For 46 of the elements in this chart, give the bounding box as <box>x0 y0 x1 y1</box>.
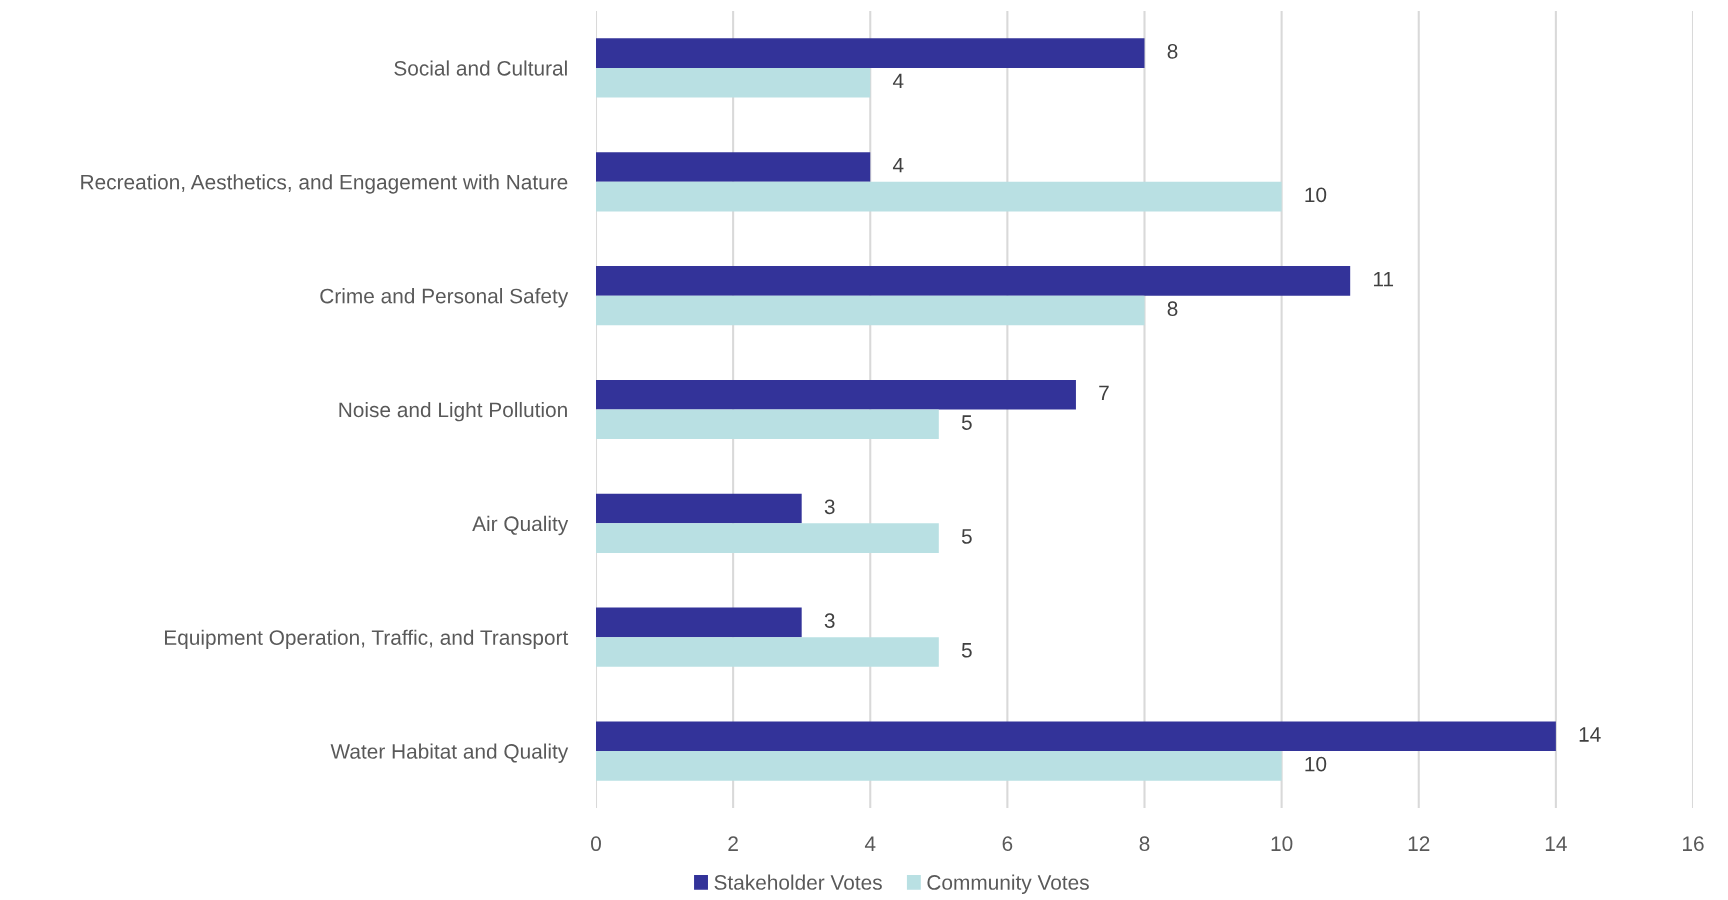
data-label: 5 <box>961 643 972 658</box>
bar <box>596 38 1145 68</box>
data-label: 7 <box>1099 385 1109 401</box>
bar <box>596 751 1282 781</box>
bar <box>596 295 1145 326</box>
bar <box>596 721 1556 752</box>
x-tick-label: 16 <box>1683 836 1704 852</box>
bar <box>596 637 939 667</box>
data-label: 11 <box>1374 271 1394 287</box>
bar <box>596 152 871 182</box>
data-label: 5 <box>961 529 972 544</box>
y-tick-label: Equipment Operation, Traffic, and Transport <box>165 629 569 650</box>
x-tick-label: 0 <box>591 836 601 852</box>
bar <box>596 409 939 440</box>
bar <box>596 67 871 98</box>
y-tick-label: Noise and Light Pollution <box>339 401 567 422</box>
bar <box>596 523 939 553</box>
x-tick-label: 4 <box>864 836 876 851</box>
bar <box>596 493 802 524</box>
y-tick-label: Water Habitat and Quality <box>330 743 569 763</box>
data-label: 8 <box>1167 301 1178 317</box>
data-label: 5 <box>961 415 972 430</box>
data-label: 8 <box>1167 43 1178 59</box>
x-tick-label: 8 <box>1139 836 1150 852</box>
legend-label: Stakeholder Votes <box>714 874 882 890</box>
x-tick-label: 6 <box>1002 836 1013 852</box>
y-tick-label: Air Quality <box>472 515 569 536</box>
data-label: 10 <box>1305 187 1327 203</box>
bar <box>596 607 802 638</box>
x-tick-label: 12 <box>1408 836 1430 851</box>
data-label: 4 <box>892 73 904 89</box>
data-label: 10 <box>1305 756 1327 772</box>
data-label: 14 <box>1579 727 1601 742</box>
y-tick-label: Recreation, Aesthetics, and Engagement with Nature <box>81 174 568 194</box>
bar <box>596 266 1351 296</box>
bar <box>596 181 1282 212</box>
y-tick-label: Social and Cultural <box>394 60 567 76</box>
bar <box>596 379 1076 410</box>
legend-label: Community Votes <box>927 874 1089 894</box>
x-tick-label: 14 <box>1545 836 1567 851</box>
data-label: 4 <box>892 158 904 173</box>
x-tick-label: 10 <box>1271 836 1293 852</box>
x-tick-label: 2 <box>728 836 738 851</box>
data-label: 3 <box>824 499 835 515</box>
y-tick-label: Crime and Personal Safety <box>320 288 569 308</box>
data-label: 3 <box>824 613 835 629</box>
